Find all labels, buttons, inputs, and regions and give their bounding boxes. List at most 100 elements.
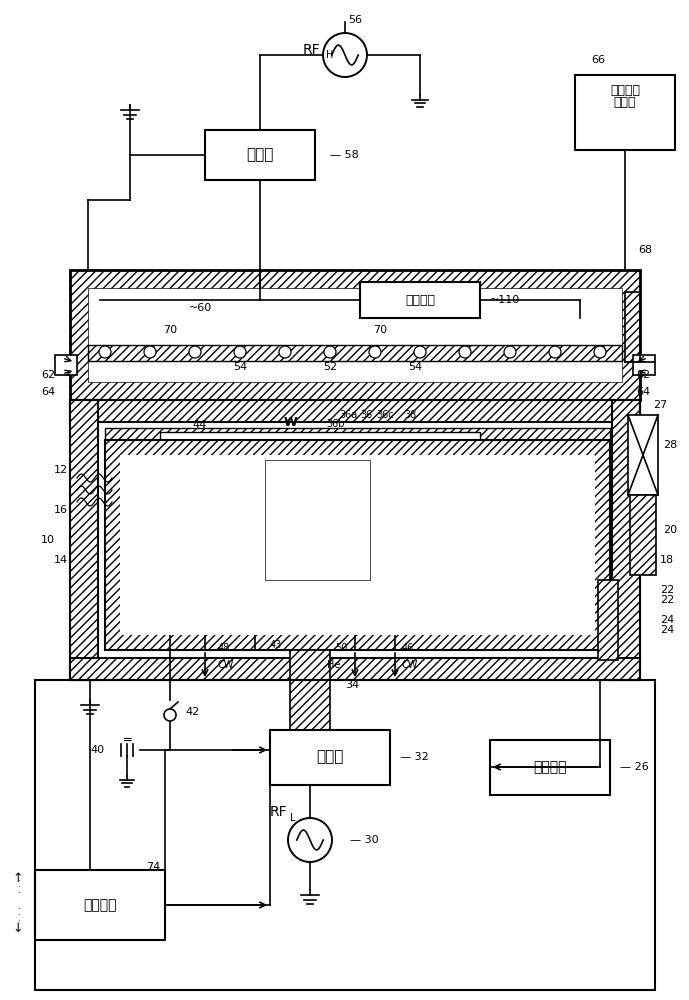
Bar <box>88 345 622 361</box>
Bar <box>98 422 612 658</box>
Circle shape <box>414 346 426 358</box>
Text: ·: · <box>17 884 19 892</box>
Text: ·: · <box>17 906 19 914</box>
Text: ·: · <box>17 878 19 886</box>
Text: 44: 44 <box>193 420 207 430</box>
Bar <box>120 455 595 635</box>
Bar <box>270 730 390 785</box>
Text: 14: 14 <box>54 555 68 565</box>
Text: 62: 62 <box>41 370 55 380</box>
Text: 34: 34 <box>345 680 359 690</box>
Bar <box>55 355 77 375</box>
Text: 处理气体: 处理气体 <box>610 84 640 97</box>
Text: ·: · <box>17 890 19 898</box>
Circle shape <box>459 346 471 358</box>
Text: ·: · <box>17 912 19 920</box>
Text: 68: 68 <box>638 245 652 255</box>
Text: 70: 70 <box>373 325 387 335</box>
Text: 整合器: 整合器 <box>246 147 274 162</box>
Text: ~60: ~60 <box>188 303 212 313</box>
Text: W: W <box>283 416 297 428</box>
Text: ↓: ↓ <box>13 922 23 934</box>
Bar <box>205 130 315 180</box>
Text: — 58: — 58 <box>330 150 359 160</box>
Circle shape <box>369 346 381 358</box>
Text: 54: 54 <box>233 362 247 372</box>
Text: — 26: — 26 <box>620 762 649 772</box>
Text: CW: CW <box>402 660 418 670</box>
Bar <box>633 355 655 375</box>
Bar <box>598 580 618 660</box>
Text: — 30: — 30 <box>350 835 379 845</box>
Circle shape <box>144 346 156 358</box>
Text: 54: 54 <box>408 362 422 372</box>
Circle shape <box>189 346 201 358</box>
Text: 46: 46 <box>402 643 414 653</box>
Text: 28: 28 <box>663 440 677 450</box>
Bar <box>35 680 655 990</box>
Bar <box>290 650 330 730</box>
Circle shape <box>323 33 367 77</box>
Circle shape <box>549 346 561 358</box>
Text: 36a: 36a <box>339 410 357 420</box>
Bar <box>105 440 610 650</box>
Bar <box>360 282 480 318</box>
Text: 27: 27 <box>653 400 667 410</box>
Text: 48: 48 <box>218 643 230 653</box>
Text: He: He <box>327 660 340 670</box>
Text: RF: RF <box>302 43 320 57</box>
Bar <box>612 400 640 680</box>
Text: 43: 43 <box>270 640 282 650</box>
Circle shape <box>504 346 516 358</box>
Text: 56: 56 <box>348 15 362 25</box>
Circle shape <box>234 346 246 358</box>
Text: — 32: — 32 <box>400 752 429 762</box>
Text: L: L <box>290 813 296 823</box>
Text: RF: RF <box>269 805 287 819</box>
Bar <box>370 460 500 580</box>
Text: 52: 52 <box>323 362 337 372</box>
Text: 50: 50 <box>336 643 348 653</box>
Bar <box>105 428 610 440</box>
Text: 74: 74 <box>146 862 160 872</box>
Text: 42: 42 <box>185 707 199 717</box>
Bar <box>630 495 656 575</box>
Text: 主控制部: 主控制部 <box>83 898 116 912</box>
Text: 66: 66 <box>591 55 605 65</box>
Text: ═: ═ <box>123 734 131 746</box>
Circle shape <box>594 346 606 358</box>
Circle shape <box>99 346 111 358</box>
Text: H: H <box>326 50 333 60</box>
Bar <box>70 400 640 422</box>
Text: 64: 64 <box>636 387 650 397</box>
Text: 12: 12 <box>54 465 68 475</box>
Text: ·: · <box>17 918 19 926</box>
Text: 40: 40 <box>91 745 105 755</box>
Text: 10: 10 <box>41 535 55 545</box>
Text: CW: CW <box>218 660 234 670</box>
Bar <box>70 400 98 680</box>
Text: 36c: 36c <box>376 410 394 420</box>
Text: 20: 20 <box>663 525 677 535</box>
Bar <box>88 288 622 382</box>
Text: 16: 16 <box>54 505 68 515</box>
Bar <box>160 432 480 440</box>
Text: 62: 62 <box>636 370 650 380</box>
Text: 22: 22 <box>660 585 675 595</box>
Text: 24: 24 <box>660 625 675 635</box>
Text: 38: 38 <box>404 410 416 420</box>
Text: 70: 70 <box>163 325 177 335</box>
Text: 64: 64 <box>41 387 55 397</box>
Text: 供给源: 供给源 <box>614 97 636 109</box>
Circle shape <box>279 346 291 358</box>
Circle shape <box>288 818 332 862</box>
Bar <box>490 740 610 795</box>
Bar <box>265 460 370 580</box>
Bar <box>628 415 658 495</box>
Bar <box>70 270 640 400</box>
Circle shape <box>324 346 336 358</box>
Text: 36b: 36b <box>327 419 345 429</box>
Text: 整合器: 整合器 <box>316 750 344 764</box>
Bar <box>575 75 675 150</box>
Text: 22: 22 <box>660 595 675 605</box>
